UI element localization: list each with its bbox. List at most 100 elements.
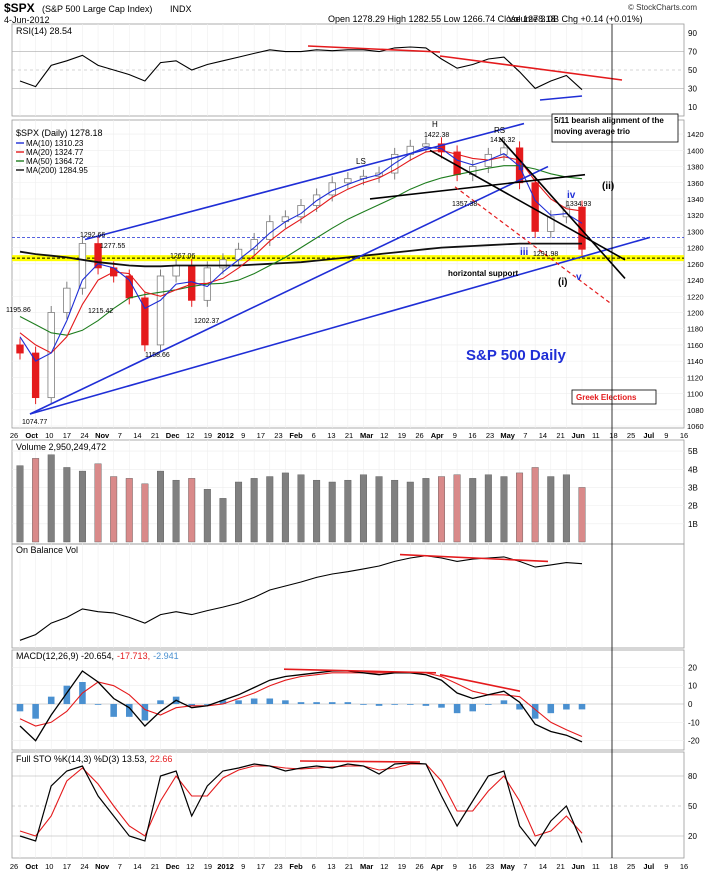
x-axis-label: 21 [151,431,159,440]
price-tick-label: 1160 [687,341,703,350]
macd-histogram-bar [94,704,102,705]
volume-bar [266,476,274,543]
price-tick-label: 1120 [687,373,703,382]
macd-histogram-bar [266,698,274,704]
macd-tick-label: 10 [688,682,697,691]
price-bar [125,275,133,299]
price-tick-label: 1360 [687,179,704,188]
volume-bar [188,478,196,543]
sto-tick-label: 50 [688,802,697,811]
ma50-line [19,165,583,336]
macd-histogram-bar [125,704,133,717]
rsi-line [19,46,583,91]
macd-histogram-bar [391,704,398,705]
volume-bar [125,478,133,543]
symbol-title: $SPX [4,1,35,15]
left-shoulder-label: LS [356,157,366,166]
macd-histogram-bar [406,704,414,705]
volume-tick-label: 5B [688,447,698,456]
label-1291: 1291.98 [533,251,558,258]
horizontal-support-label: horizontal support [448,269,519,278]
wave-v-label: v [576,272,582,283]
volume-bar [469,478,477,543]
volume-bar [47,454,55,543]
x-axis-label: 9 [453,862,457,871]
macd-histogram-bar [328,702,336,704]
x-axis-label: 16 [680,862,688,871]
sto-k-line [19,762,583,848]
macd-histogram-bar [485,704,492,705]
macd-divergence-line-1 [283,668,437,674]
lower-channel-line [29,236,651,415]
macd-tick-label: 20 [688,663,697,672]
price-tick-label: 1100 [687,390,703,399]
volume-bar [453,474,461,543]
volume-bar [562,474,570,543]
obv-label: On Balance Vol [16,545,78,555]
price-tick-label: 1320 [687,211,704,220]
macd-histogram-bar [516,704,523,710]
macd-histogram-bar [16,704,24,712]
sp500-daily-title: S&P 500 Daily [466,347,566,364]
volume-bar [157,470,164,543]
x-axis-label: 23 [274,862,282,871]
volume-bar [16,465,24,543]
x-axis-label: 7 [523,862,527,871]
x-axis-label: 12 [186,431,194,440]
price-bar [16,344,24,354]
greek-elections-label: Greek Elections [576,393,637,402]
x-axis-label: 19 [204,862,212,871]
macd-label: MACD(12,26,9) -20.654, -17.713, -2.941 [16,651,179,661]
x-axis-label: 21 [345,431,353,440]
x-axis-label: 6 [312,431,316,440]
macd-histogram-bar [47,696,55,704]
macd-histogram-bar [141,704,149,721]
x-axis-label: 11 [592,862,600,871]
x-axis-label: 2012 [217,431,234,440]
price-tick-label: 1340 [687,195,704,204]
macd-divergence-line-2 [439,673,521,692]
macd-histogram-bar [469,704,477,712]
rsi-tick-label: 90 [688,29,697,38]
x-axis-label: 17 [257,431,265,440]
label-1422: 1422.38 [424,132,449,139]
x-axis-label: 26 [415,862,423,871]
macd-histogram-bar [531,704,539,719]
price-bar [172,265,180,277]
macd-label-main: MACD(12,26,9) -20.654, [16,651,114,661]
macd-histogram-bar [157,700,164,704]
macd-histogram-bar [110,704,117,717]
macd-histogram-bar [188,704,196,706]
price-tick-label: 1420 [687,130,704,139]
x-axis-label: 6 [312,862,316,871]
label-1195: 1195.86 [6,307,31,314]
volume-bar [500,476,508,543]
x-axis-label: 14 [133,862,141,871]
x-axis-label: 9 [453,431,457,440]
x-axis-label: 19 [398,862,406,871]
greek-elections-box: Greek Elections [571,389,657,405]
macd-label-signal: -17.713, [117,651,150,661]
rsi-tick-label: 50 [688,66,697,75]
price-tick-label: 1300 [687,227,704,236]
upper-channel-line [84,122,525,241]
x-axis-label: 17 [63,862,71,871]
x-axis-label: 26 [10,862,18,871]
x-axis-label: Nov [95,862,110,871]
price-tick-label: 1380 [687,163,704,172]
x-axis-label: May [500,862,515,871]
x-axis-label: 25 [627,862,635,871]
macd-histogram-bar [297,702,305,704]
x-axis-label: Oct [25,431,38,440]
price-bar [31,352,40,399]
x-axis-label: Feb [289,862,303,871]
volume-bar [328,481,336,543]
price-bar [63,287,71,313]
x-axis-label: May [500,431,515,440]
label-1267: 1267.06 [170,253,195,260]
price-tick-label: 1180 [687,325,703,334]
x-axis-label: 7 [118,862,122,871]
x-axis-label: 18 [609,862,617,871]
ma200-legend: MA(200) 1284.95 [26,166,88,175]
